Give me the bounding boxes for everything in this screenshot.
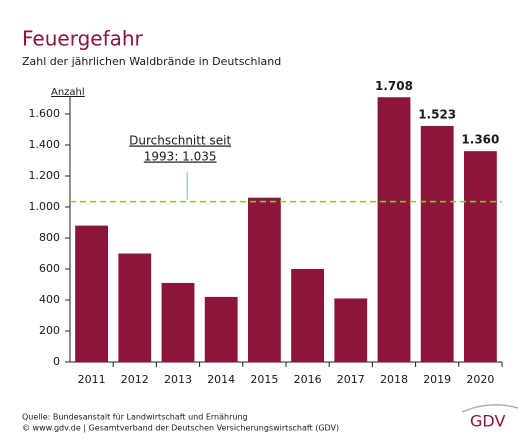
copyright-line: © www.gdv.de | Gesamtverband der Deutsch… xyxy=(22,424,339,433)
chart-subtitle: Zahl der jährlichen Waldbrände in Deutsc… xyxy=(22,55,281,68)
bar xyxy=(75,225,109,362)
x-tick-label: 2016 xyxy=(294,373,322,386)
source-line: Quelle: Bundesanstalt für Landwirtschaft… xyxy=(22,413,248,422)
y-tick-label: 400 xyxy=(39,293,60,306)
value-label: 1.523 xyxy=(418,107,456,121)
average-annotation: Durchschnitt seit xyxy=(129,134,231,148)
y-tick-label: 1.200 xyxy=(29,169,61,182)
logo: GDV xyxy=(470,412,505,431)
value-label: 1.708 xyxy=(375,79,413,93)
bar xyxy=(161,282,195,362)
average-annotation: 1993: 1.035 xyxy=(144,150,217,164)
x-tick-label: 2014 xyxy=(207,373,235,386)
x-tick-label: 2019 xyxy=(423,373,451,386)
y-tick-label: 1.400 xyxy=(29,138,61,151)
x-tick-label: 2017 xyxy=(337,373,365,386)
y-tick-label: 200 xyxy=(39,324,60,337)
y-tick-label: 1.000 xyxy=(29,200,61,213)
x-tick-label: 2012 xyxy=(121,373,149,386)
bar xyxy=(377,97,411,362)
x-tick-label: 2011 xyxy=(78,373,106,386)
bar xyxy=(420,125,454,362)
logo-swoosh xyxy=(461,404,519,413)
y-tick-label: 600 xyxy=(39,262,60,275)
x-tick-label: 2013 xyxy=(164,373,192,386)
y-tick-label: 800 xyxy=(39,231,60,244)
bar xyxy=(463,151,497,362)
y-axis-label: Anzahl xyxy=(51,87,85,98)
x-tick-label: 2015 xyxy=(250,373,278,386)
bar xyxy=(204,296,238,362)
x-tick-label: 2018 xyxy=(380,373,408,386)
y-tick-label: 0 xyxy=(53,355,60,368)
chart-title: Feuergefahr xyxy=(22,27,144,51)
x-tick-label: 2020 xyxy=(466,373,494,386)
y-tick-label: 1.600 xyxy=(29,107,61,120)
bar xyxy=(247,197,281,362)
bar xyxy=(334,298,368,362)
bar xyxy=(118,253,152,362)
value-label: 1.360 xyxy=(461,133,499,147)
bar xyxy=(291,269,325,362)
